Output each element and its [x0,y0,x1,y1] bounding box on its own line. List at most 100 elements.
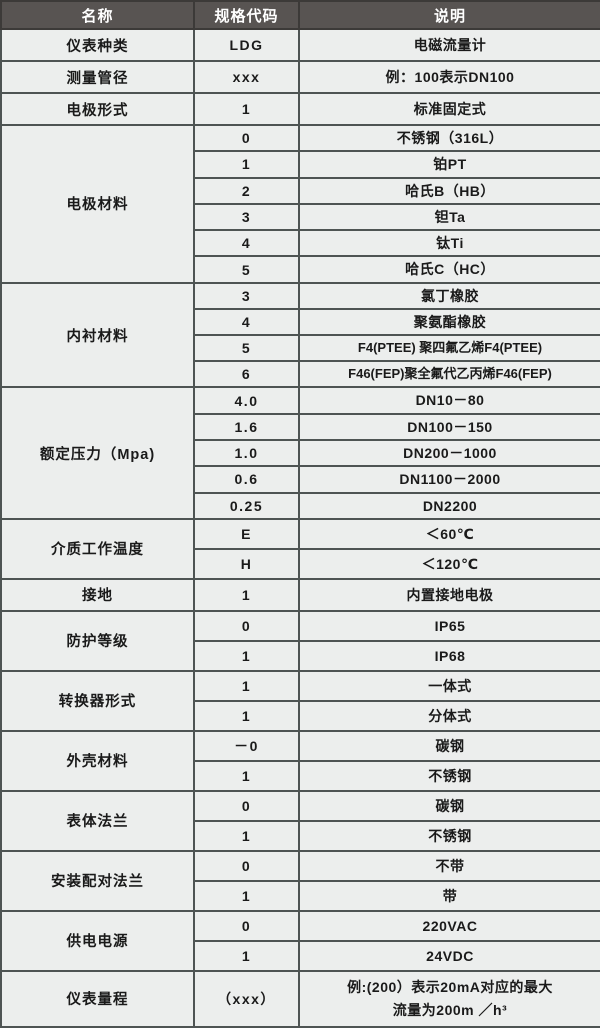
row-code-cell: LDG [193,28,300,62]
table-row: 1 不锈钢 [1,819,600,852]
row-description-cell: 钛Ti [298,229,600,258]
table-row: 0.6 DN1100－2000 [1,465,600,494]
table-row: H ＜120℃ [1,547,600,580]
table-row: 3 钽Ta [1,202,600,232]
row-description-cell: 不锈钢（316L） [298,123,600,153]
row-description-cell: 不带 [298,849,600,882]
table-row: 防护等级 0 IP65 [0,609,600,672]
row-description-cell: 不锈钢 [298,759,600,792]
row-code-cell: 1 [193,699,300,732]
row-description-cell: DN200－1000 [298,438,600,468]
row-code-cell: 1 [193,669,300,702]
row-code-cell: 1.0 [193,438,300,468]
table-row: 测量管径 xxx 例：100表示DN100 [0,60,600,94]
row-code-cell: 0.25 [193,491,300,520]
row-description-cell: 碳钢 [298,789,600,822]
row-code-cell: 0 [193,123,300,153]
table-body: 仪表种类 LDG 电磁流量计 测量管径 xxx 例：100表示DN100 电极形式 1 标准固定… [0,28,600,1028]
table-row: 1 分体式 [1,699,600,732]
row-description-cell: IP65 [298,609,600,642]
row-code-cell: 1 [193,939,300,972]
row-name-cell: 转换器形式 [0,669,195,732]
row-code-cell: 0.6 [193,465,300,494]
table-row: 外壳材料 －0 碳钢 [0,729,600,792]
row-description-cell: 分体式 [298,699,600,732]
row-description-cell: 例:(200）表示20mA对应的最大 流量为200m ／h³ [298,969,600,1028]
table-row: 4 钛Ti [1,229,600,258]
table-row: 仪表量程 （xxx） 例:(200）表示20mA对应的最大 流量为200m ／h³ [0,969,600,1028]
table-row: 1.0 DN200－1000 [1,438,600,468]
row-code-cell: 2 [193,176,300,205]
row-code-cell: H [193,547,300,580]
table-row: 4 聚氨酯橡胶 [1,308,600,337]
row-description-cell: 内置接地电极 [298,577,600,612]
table-row: 1 IP68 [1,639,600,672]
header-cell-name: 名称 [0,0,195,30]
row-description-cell: ＜120℃ [298,547,600,580]
row-description-cell: 聚氨酯橡胶 [298,308,600,337]
row-name-cell: 接地 [0,577,195,612]
row-code-cell: 1 [193,639,300,672]
row-code-cell: 4 [193,308,300,337]
row-name-cell: 介质工作温度 [0,517,195,580]
row-description-cell: 220VAC [298,909,600,942]
table-row: 电极形式 1 标准固定式 [0,92,600,126]
row-code-cell: 5 [193,334,300,363]
table-row: 1 铂PT [1,150,600,179]
header-cell-desc: 说明 [298,0,600,30]
table-row: 6 F46(FEP)聚全氟代乙丙烯F46(FEP) [1,360,600,389]
row-code-cell: 5 [193,255,300,284]
table-row: 5 F4(PTEE) 聚四氟乙烯F4(PTEE) [1,334,600,363]
table-row: 2 哈氏B（HB） [1,176,600,205]
row-name-cell: 测量管径 [0,60,195,94]
row-code-cell: 1 [193,879,300,912]
row-code-cell: 4.0 [193,386,300,415]
table-row: 电极材料 0 不锈钢（316L） [0,123,600,284]
table-row: 内衬材料 3 氯丁橡胶 [0,281,600,389]
row-description-cell: IP68 [298,639,600,672]
table-row: 表体法兰 0 碳钢 [0,789,600,852]
row-name-cell: 仪表种类 [0,28,195,62]
row-code-cell: 1 [193,577,300,612]
row-name-cell: 供电电源 [0,909,195,972]
row-name-cell: 外壳材料 [0,729,195,792]
table-row: 额定压力（Mpa) 4.0 DN10－80 [0,386,600,520]
row-description-cell: 不锈钢 [298,819,600,852]
row-description-cell: 哈氏B（HB） [298,176,600,205]
row-description-cell: DN100－150 [298,412,600,441]
row-description-cell: 哈氏C（HC） [298,255,600,284]
row-description-cell: 钽Ta [298,202,600,232]
row-code-cell: xxx [193,60,300,94]
row-code-cell: 1 [193,150,300,179]
row-code-cell: 1 [193,759,300,792]
row-description-cell: 标准固定式 [298,92,600,126]
row-code-cell: 1.6 [193,412,300,441]
row-name-cell: 额定压力（Mpa) [0,386,195,520]
row-code-cell: 0 [193,909,300,942]
row-code-cell: 3 [193,281,300,311]
row-description-cell: F4(PTEE) 聚四氟乙烯F4(PTEE) [298,334,600,363]
row-description-cell: DN2200 [298,491,600,520]
row-code-cell: 0 [193,609,300,642]
row-description-cell: 带 [298,879,600,912]
table-row: 介质工作温度 E ＜60℃ [0,517,600,580]
table-header: 名称 规格代码 说明 [0,0,600,30]
row-code-cell: 4 [193,229,300,258]
row-description-cell: 氯丁橡胶 [298,281,600,311]
row-code-cell: 1 [193,819,300,852]
row-description-cell: 一体式 [298,669,600,702]
table-row: 1 不锈钢 [1,759,600,792]
row-description-cell: 例：100表示DN100 [298,60,600,94]
row-name-cell: 电极形式 [0,92,195,126]
row-code-cell: 6 [193,360,300,389]
row-name-cell: 电极材料 [0,124,195,284]
table-row: 0.25 DN2200 [1,491,600,520]
row-code-cell: （xxx） [193,969,300,1028]
row-code-cell: 0 [193,789,300,822]
row-code-cell: E [193,517,300,550]
table-row: 转换器形式 1 一体式 [0,669,600,732]
table-row: 安装配对法兰 0 不带 [0,849,600,912]
table-row: 接地 1 内置接地电极 [0,577,600,612]
